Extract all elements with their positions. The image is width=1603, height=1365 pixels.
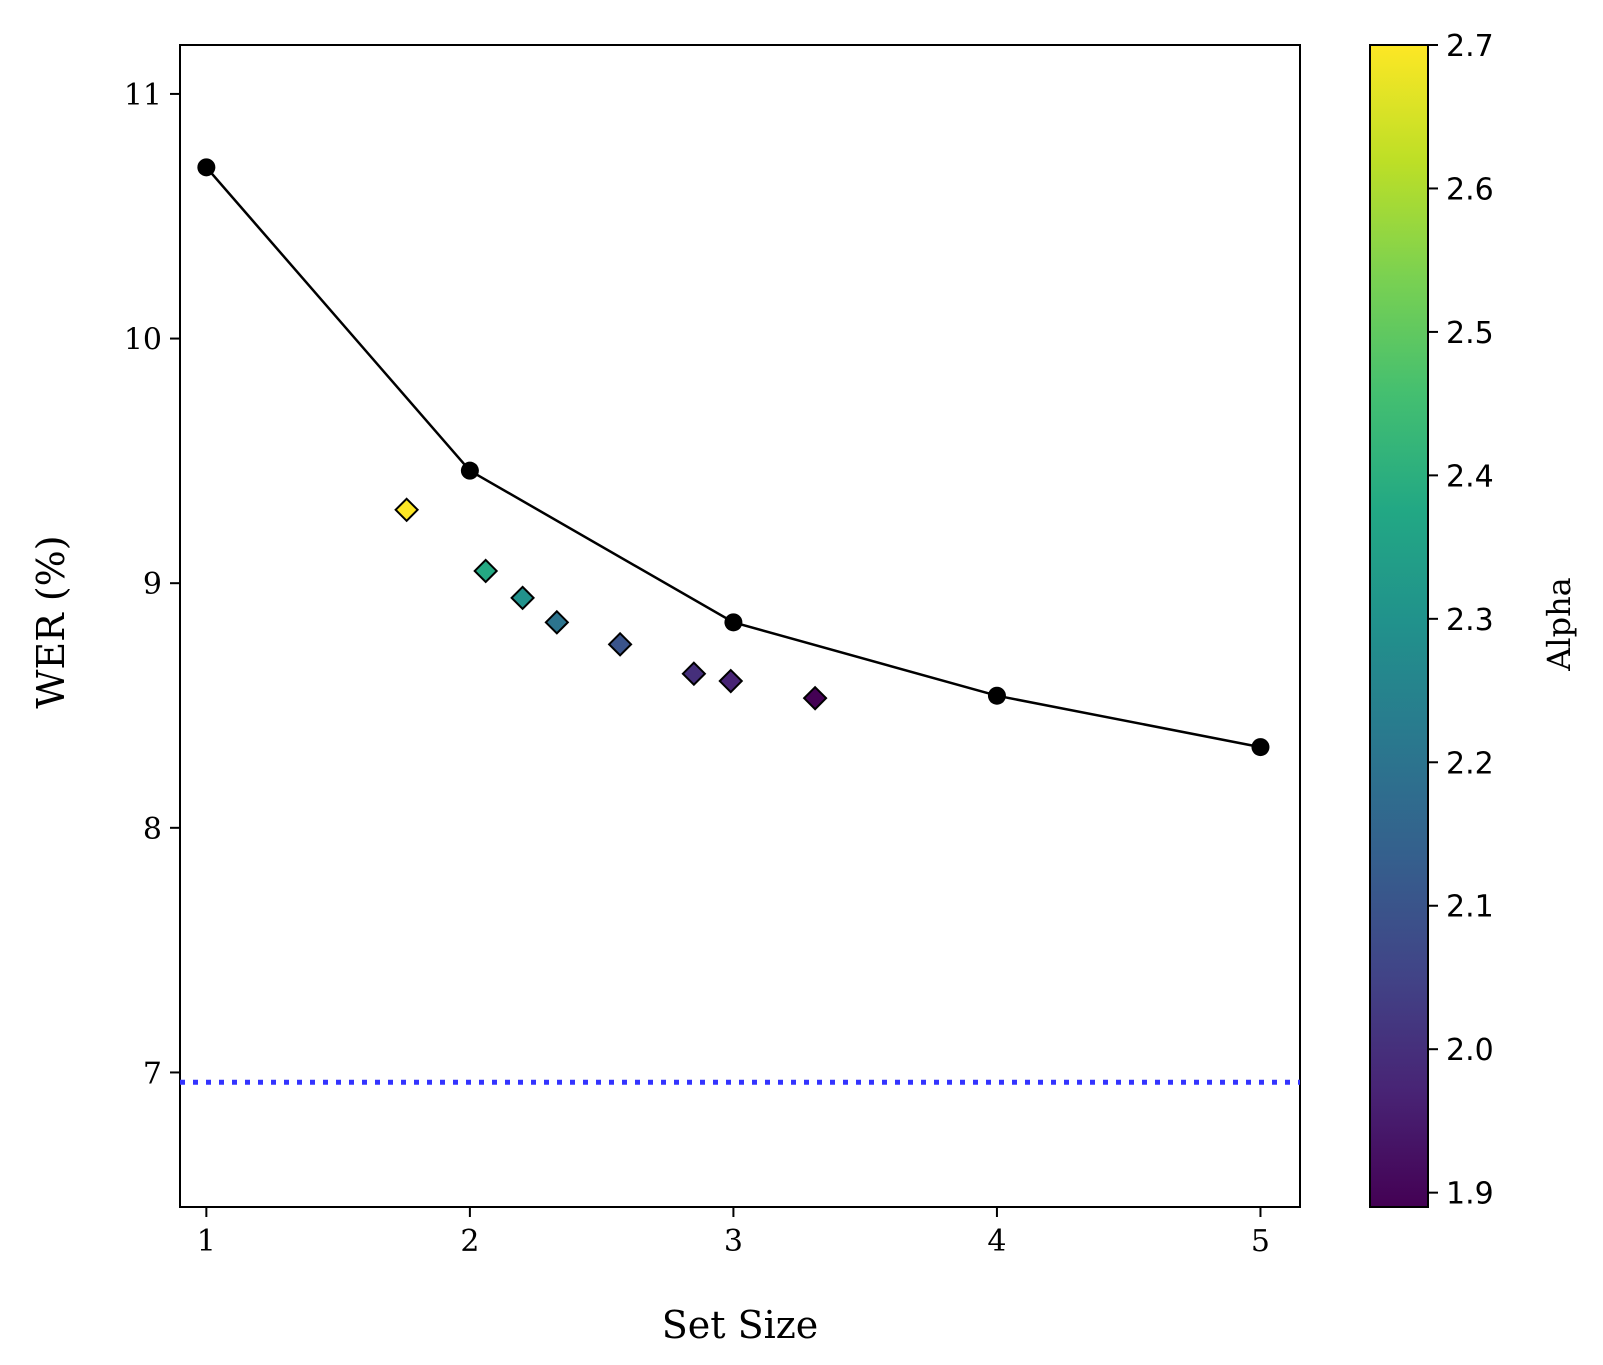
x-tick-label: 4 [987, 1224, 1006, 1259]
series-point [197, 158, 216, 177]
y-tick-label: 11 [124, 78, 162, 113]
series-point [1251, 738, 1270, 757]
colorbar-tick-label: 1.9 [1446, 1177, 1494, 1212]
series-point [987, 686, 1006, 705]
series-point [460, 461, 479, 480]
alpha-point [544, 609, 570, 635]
alpha-point [394, 497, 420, 523]
colorbar: 1.9 2.0 2.1 2.2 2.3 2.4 2.5 2.6 2.7 [1369, 29, 1494, 1212]
colorbar-tick-label: 2.3 [1446, 603, 1494, 638]
alpha-point [802, 685, 828, 711]
colorbar-tick-label: 2.2 [1446, 746, 1494, 781]
y-axis-ticks: 7 8 9 10 11 [124, 78, 180, 1091]
y-tick-label: 8 [143, 812, 162, 847]
y-tick-label: 7 [143, 1056, 162, 1091]
x-tick-label: 2 [460, 1224, 479, 1259]
colorbar-tick-label: 2.1 [1446, 890, 1494, 925]
series-line [205, 166, 1261, 749]
colorbar-tick-label: 2.6 [1446, 172, 1494, 207]
colorbar-tick-label: 2.7 [1446, 29, 1494, 64]
colorbar-label: Alpha [1540, 577, 1578, 672]
y-axis-label: WER (%) [29, 535, 73, 708]
alpha-point [510, 585, 536, 611]
x-tick-label: 1 [197, 1224, 216, 1259]
colorbar-gradient [1369, 44, 1429, 1208]
y-tick-label: 9 [143, 567, 162, 602]
colorbar-tick-label: 2.4 [1446, 459, 1494, 494]
colorbar-tick-label: 2.0 [1446, 1033, 1494, 1068]
plot-area [179, 44, 1301, 1208]
alpha-point [718, 668, 744, 694]
y-tick-label: 10 [124, 323, 162, 358]
axes-frame [179, 44, 1301, 1208]
x-axis-ticks: 1 2 3 4 5 [197, 1207, 1270, 1259]
x-tick-label: 3 [724, 1224, 743, 1259]
series-point [724, 613, 743, 632]
x-axis-label: Set Size [662, 1303, 819, 1347]
alpha-point [607, 631, 633, 657]
colorbar-tick-label: 2.5 [1446, 316, 1494, 351]
alpha-point [681, 661, 707, 687]
alpha-point [473, 558, 499, 584]
x-tick-label: 5 [1251, 1224, 1270, 1259]
